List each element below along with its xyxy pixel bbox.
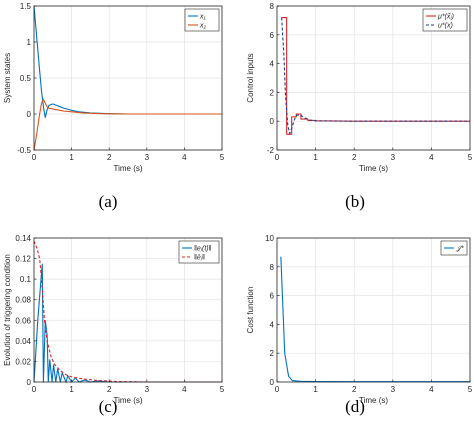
y-tick-label: 0.5 <box>20 74 32 83</box>
x-axis-label: Time (s) <box>359 164 388 173</box>
x-tick-label: 2 <box>352 153 357 162</box>
x-tick-label: 2 <box>107 385 112 394</box>
x-axis-label: Time (s) <box>113 164 142 173</box>
y-tick-label: 8 <box>270 2 275 11</box>
x-tick-label: 3 <box>145 153 150 162</box>
x-tick-label: 3 <box>145 385 150 394</box>
y-tick-label: 0.12 <box>15 255 31 264</box>
legend-entry: x₂ <box>199 23 207 30</box>
y-axis-label: Evolution of triggering condition <box>3 254 12 366</box>
x-tick-label: 0 <box>32 385 37 394</box>
x-tick-label: 5 <box>220 385 225 394</box>
y-axis-label: Control inputs <box>246 53 255 102</box>
x-tick-label: 1 <box>69 385 74 394</box>
series-line-2 <box>33 98 222 151</box>
y-tick-label: 0 <box>27 378 32 387</box>
legend-entry: x₁ <box>199 14 207 21</box>
legend-entry: ‖eⱼ(t)‖ <box>194 246 212 253</box>
x-tick-label: 3 <box>391 153 396 162</box>
y-tick-label: 6 <box>270 292 275 301</box>
legend-entry: 𝒥* <box>455 246 464 253</box>
y-tick-label: 0.08 <box>15 296 31 305</box>
y-tick-label: 0 <box>27 110 32 119</box>
legend: 𝒥* <box>440 240 468 256</box>
x-tick-label: 2 <box>107 153 112 162</box>
x-axis-label: Time (s) <box>359 396 388 405</box>
panel-caption: (d) <box>345 397 365 416</box>
x-tick-label: 5 <box>220 153 225 162</box>
series-line-2 <box>281 17 470 136</box>
panel-caption: (b) <box>345 192 365 211</box>
x-tick-label: 0 <box>32 153 37 162</box>
y-axis-label: Cost function <box>246 287 255 334</box>
panel-caption: (c) <box>99 397 118 416</box>
y-tick-label: 6 <box>270 31 275 40</box>
y-tick-label: 0 <box>270 117 275 126</box>
legend: μ*(x̂ⱼ) u*(x) <box>422 8 468 32</box>
x-tick-label: 0 <box>275 385 280 394</box>
y-tick-label: 2 <box>270 88 275 97</box>
legend-entry: μ*(x̂ⱼ) <box>437 14 454 21</box>
legend-entry: ‖ēⱼ‖ <box>194 255 205 262</box>
series-line-1 <box>33 263 222 384</box>
y-tick-label: 10 <box>265 234 274 243</box>
y-tick-label: 0.04 <box>15 337 31 346</box>
y-tick-label: 1.5 <box>20 2 32 11</box>
x-tick-label: 3 <box>391 385 396 394</box>
x-tick-label: 1 <box>69 153 74 162</box>
x-tick-label: 4 <box>182 385 187 394</box>
legend-entry: u*(x) <box>438 23 453 30</box>
y-tick-label: 0.1 <box>20 275 32 284</box>
legend: x₁ x₂ <box>184 8 220 32</box>
y-tick-label: 8 <box>270 263 275 272</box>
x-tick-label: 4 <box>182 153 187 162</box>
x-tick-label: 5 <box>468 153 473 162</box>
y-tick-label: 0 <box>270 378 275 387</box>
x-tick-label: 0 <box>275 153 280 162</box>
panel-d: 0 1 2 3 4 5 0 2 4 6 8 10 Time (s) Cost function 𝒥* (d) <box>246 234 473 416</box>
panel-c: 0 1 2 3 4 5 0 0.02 0.04 0.06 0.08 0.1 0.12 0.14 Time (… <box>3 234 225 416</box>
y-tick-label: 0.02 <box>15 357 31 366</box>
legend: ‖eⱼ(t)‖ ‖ēⱼ‖ <box>178 240 220 264</box>
axes-box <box>276 5 471 151</box>
y-tick-label: 4 <box>270 320 275 329</box>
axes-box <box>33 237 223 383</box>
x-tick-label: 4 <box>429 385 434 394</box>
y-tick-label: 0.14 <box>15 234 31 243</box>
x-tick-label: 5 <box>468 385 473 394</box>
y-tick-label: 2 <box>270 349 275 358</box>
y-tick-label: 4 <box>270 60 275 69</box>
x-tick-label: 1 <box>313 153 318 162</box>
x-tick-label: 4 <box>429 153 434 162</box>
axes-box <box>276 237 471 383</box>
x-tick-label: 1 <box>313 385 318 394</box>
y-tick-label: 1 <box>27 38 32 47</box>
panel-caption: (a) <box>99 192 118 211</box>
x-tick-label: 2 <box>352 385 357 394</box>
series-line-2 <box>33 240 222 383</box>
y-tick-label: -0.5 <box>17 146 31 155</box>
y-tick-label: 0.06 <box>15 316 31 325</box>
plot-area <box>277 238 470 382</box>
x-axis-label: Time (s) <box>113 396 142 405</box>
y-tick-label: -2 <box>267 146 275 155</box>
y-axis-label: System states <box>3 53 12 103</box>
